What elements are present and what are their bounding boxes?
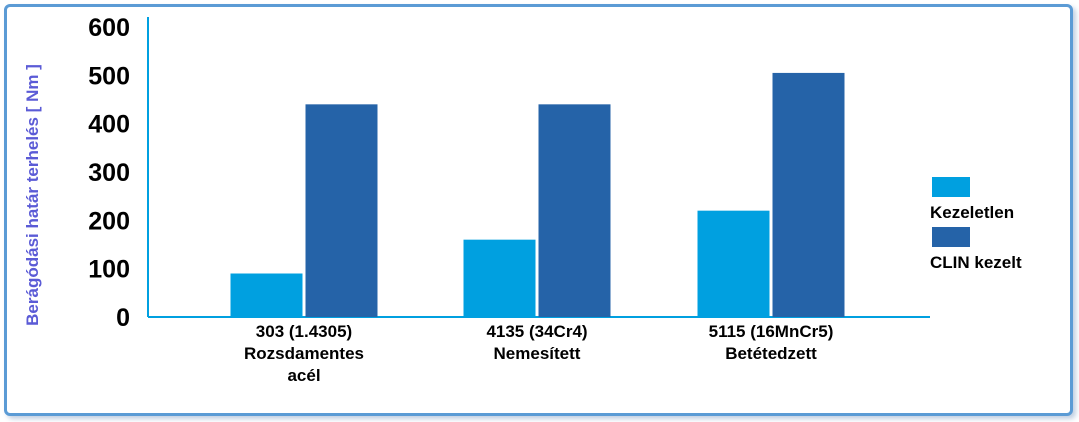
bar-clin-kezelt-2	[772, 72, 845, 318]
y-tick-label: 400	[88, 111, 130, 139]
y-axis-label: Berágódási határ terhelés [ Nm ]	[23, 64, 42, 326]
legend-swatch-1	[932, 227, 970, 247]
y-tick-label: 500	[88, 62, 130, 90]
x-category-label: 4135 (34Cr4) Nemesített	[486, 322, 587, 363]
y-tick-label: 0	[116, 304, 130, 332]
legend-label-0: Kezeletlen	[930, 203, 1014, 222]
legend-swatch-0	[932, 177, 970, 197]
bar-kezeletlen-1	[463, 239, 536, 317]
bar-kezeletlen-2	[697, 210, 770, 317]
y-tick-label: 200	[88, 207, 130, 235]
legend-label-1: CLIN kezelt	[930, 253, 1022, 272]
x-category-label: 5115 (16MnCr5) Betétedzett	[709, 322, 834, 363]
y-tick-label: 300	[88, 159, 130, 187]
bar-clin-kezelt-0	[305, 104, 378, 317]
y-tick-label: 600	[88, 14, 130, 42]
bar-clin-kezelt-1	[538, 104, 611, 317]
y-tick-label: 100	[88, 256, 130, 284]
x-category-label: 303 (1.4305) Rozsdamentes acél	[244, 322, 364, 385]
bar-kezeletlen-0	[230, 273, 303, 317]
